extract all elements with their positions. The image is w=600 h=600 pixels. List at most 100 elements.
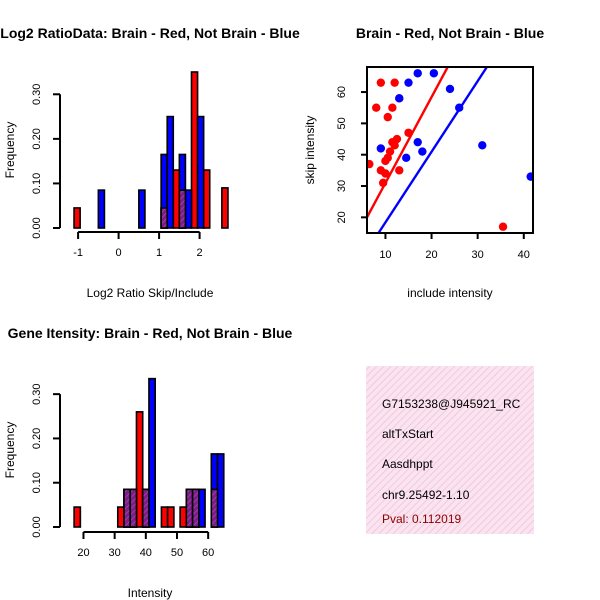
- ratio-bar-not-brain-0: [97, 189, 106, 229]
- scatter-xlabel: include intensity: [407, 286, 492, 300]
- ratio-histogram-ylabel: Frequency: [3, 122, 17, 179]
- scatter-y-tick-label-0: 20: [336, 211, 348, 223]
- intensity-x-tick-label-3: 50: [171, 547, 183, 559]
- ratio-histogram-bars: [73, 71, 229, 229]
- ratio-y-tick-label-3: 0.30: [31, 84, 43, 105]
- intensity-x-tick-label-1: 30: [109, 547, 121, 559]
- scatter-point-brain-9: [388, 103, 397, 112]
- ratio-y-tick-label-2: 0.20: [31, 128, 43, 149]
- intensity-bar-brain-1: [116, 506, 125, 528]
- info-panel-background: [366, 366, 534, 534]
- info-panel: G7153238@J945921_RC altTxStart Aasdhppt …: [366, 366, 534, 534]
- scatter-point-not-brain-1: [395, 94, 404, 103]
- ratio-bar-overlap-1: [160, 207, 168, 229]
- scatter-point-not-brain-9: [455, 103, 464, 112]
- scatter-point-brain-1: [372, 103, 381, 112]
- ratio-bar-brain-5: [202, 169, 211, 229]
- intensity-bar-overlap-10: [191, 488, 200, 528]
- intensity-bar-brain-4: [135, 411, 144, 528]
- intensity-histogram-axes: 20 30 40 50 60 0.00 0.10 0.20 0.30: [31, 383, 214, 559]
- ratio-histogram-title: Log2 RatioData: Brain - Red, Not Brain -…: [0, 25, 300, 41]
- scatter-point-brain-13: [392, 134, 402, 144]
- intensity-y-tick-label-1: 0.10: [31, 472, 43, 493]
- intensity-bar-not-brain-6: [198, 488, 206, 528]
- scatter-point-brain-18: [381, 169, 390, 178]
- scatter-point-not-brain-8: [445, 84, 455, 94]
- scatter-x-tick-label-3: 40: [518, 249, 530, 261]
- scatter-fit-line-not-brain: [377, 67, 488, 233]
- ratio-bar-brain-0: [73, 207, 81, 229]
- scatter-point-brain-0: [367, 159, 374, 169]
- scatter-x-tick-label-0: 10: [379, 249, 391, 261]
- scatter-title: Brain - Red, Not Brain - Blue: [356, 25, 544, 41]
- ratio-x-tick-label-3: 2: [197, 247, 203, 259]
- scatter-y-tick-label-3: 50: [336, 117, 348, 129]
- ratio-histogram-xlabel: Log2 Ratio Skip/Include: [87, 286, 214, 300]
- scatter-fit-line-brain: [367, 67, 449, 218]
- scatter-point-not-brain-2: [404, 78, 413, 87]
- intensity-y-tick-label-2: 0.20: [31, 428, 43, 449]
- intensity-bar-not-brain-8: [216, 453, 225, 528]
- scatter-point-brain-16: [404, 128, 413, 137]
- scatter-point-not-brain-7: [429, 69, 439, 78]
- intensity-histogram-title: Gene Itensity: Brain - Red, Not Brain - …: [8, 325, 293, 341]
- scatter-frame: [366, 66, 534, 234]
- scatter-x-tick-label-2: 30: [472, 249, 484, 261]
- ratio-x-tick-label-2: 1: [156, 247, 162, 259]
- intensity-bar-not-brain-3: [148, 377, 156, 528]
- intensity-bar-brain-0: [73, 506, 82, 528]
- info-location: chr9.25492-1.10: [382, 488, 470, 502]
- scatter-point-not-brain-3: [401, 153, 411, 163]
- intensity-y-tick-label-3: 0.30: [31, 383, 43, 404]
- intensity-bar-brain-6: [160, 506, 169, 528]
- intensity-histogram-panel: Gene Itensity: Brain - Red, Not Brain - …: [3, 325, 293, 600]
- info-gene-name: Aasdhppt: [382, 457, 433, 471]
- scatter-point-brain-2: [376, 78, 386, 87]
- ratio-x-tick-label-0: -1: [73, 247, 83, 259]
- ratio-bar-not-brain-3: [166, 115, 175, 229]
- intensity-bar-brain-8: [179, 506, 188, 528]
- scatter-point-brain-3: [378, 178, 388, 188]
- ratio-bar-not-brain-5: [184, 189, 193, 229]
- scatter-x-tick-label-1: 20: [425, 249, 437, 261]
- intensity-bar-overlap-2: [123, 488, 132, 528]
- scatter-y-tick-label-4: 60: [336, 86, 348, 98]
- ratio-histogram-axes: -1 0 1 2 0.00 0.10 0.20 0.30: [31, 84, 203, 259]
- scatter-point-not-brain-10: [478, 141, 487, 150]
- info-probe-id: G7153238@J945921_RC: [382, 397, 521, 411]
- ratio-bar-not-brain-1: [138, 189, 146, 229]
- scatter-point-not-brain-5: [413, 137, 422, 147]
- scatter-axes: 10 20 30 40 20 30 40 50 60: [336, 66, 534, 261]
- intensity-bar-brain-7: [166, 506, 175, 528]
- scatter-point-brain-6: [383, 112, 392, 122]
- scatter-point-not-brain-11: [526, 172, 533, 181]
- ratio-bar-brain-4: [190, 71, 199, 229]
- scatter-ylabel: skip intensity: [303, 116, 317, 185]
- scatter-y-tick-label-2: 40: [336, 149, 348, 161]
- intensity-x-tick-label-0: 20: [77, 547, 89, 559]
- ratio-bar-brain-2: [172, 169, 181, 229]
- intensity-bar-overlap-11: [210, 488, 219, 528]
- ratio-histogram-panel: Log2 RatioData: Brain - Red, Not Brain -…: [0, 25, 300, 300]
- intensity-histogram-xlabel: Intensity: [128, 586, 173, 600]
- scatter-point-not-brain-0: [376, 144, 386, 153]
- intensity-bar-overlap-9: [185, 488, 194, 528]
- intensity-y-tick-label-0: 0.00: [31, 516, 43, 537]
- intensity-histogram-bars: [73, 377, 225, 528]
- scatter-point-not-brain-6: [418, 147, 427, 156]
- intensity-bar-overlap-5: [141, 488, 150, 528]
- scatter-marks: [367, 67, 533, 233]
- ratio-bar-overlap-3: [178, 189, 187, 229]
- info-event-type: altTxStart: [382, 427, 434, 441]
- scatter-point-brain-14: [395, 166, 404, 175]
- ratio-y-tick-label-0: 0.00: [31, 217, 43, 238]
- intensity-x-tick-label-2: 40: [140, 547, 152, 559]
- scatter-plot-area: [367, 67, 533, 233]
- ratio-bar-brain-6: [221, 187, 229, 229]
- ratio-y-tick-label-1: 0.10: [31, 173, 43, 194]
- intensity-scatter-panel: Brain - Red, Not Brain - Blue include in…: [303, 25, 544, 300]
- ratio-bar-not-brain-6: [196, 115, 205, 229]
- info-pval: Pval: 0.112019: [382, 512, 461, 526]
- scatter-point-brain-17: [498, 222, 508, 231]
